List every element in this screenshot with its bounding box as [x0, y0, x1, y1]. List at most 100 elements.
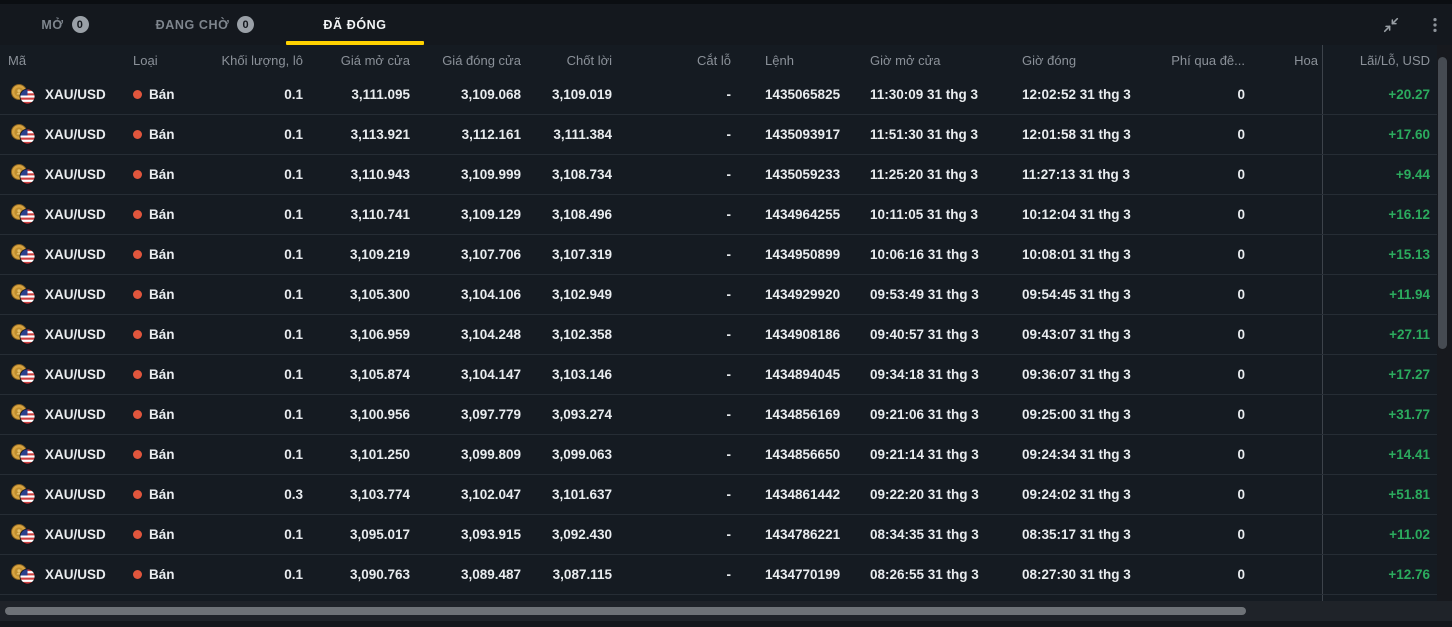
symbol-label: XAU/USD [45, 567, 106, 582]
cell-order: 1434950899 [765, 247, 841, 262]
cell-symbol: XAU/USD [0, 364, 125, 385]
column-header-swap[interactable]: Phí qua đê... [1171, 52, 1245, 68]
table-row[interactable]: XAU/USD Bán 0.1 3,110.943 3,109.999 3,108.734… [0, 155, 1437, 195]
symbol-label: XAU/USD [45, 207, 106, 222]
cell-take_profit: 3,107.319 [551, 247, 612, 262]
xauusd-pair-icon [11, 524, 36, 545]
cell-stop_loss: - [726, 127, 732, 142]
table-row[interactable]: XAU/USD Bán 0.3 3,103.774 3,102.047 3,101.637… [0, 475, 1437, 515]
cell-open_price: 3,105.300 [349, 287, 410, 302]
cell-volume: 0.1 [284, 447, 303, 462]
cell-close_price: 3,097.779 [460, 407, 521, 422]
table-header: Mã Loại Khối lượng, lô Giá mở cửa Giá đóng c… [0, 45, 1437, 75]
cell-volume: 0.1 [284, 567, 303, 582]
tab-pending[interactable]: ĐANG CHỜ 0 [130, 4, 280, 45]
sell-indicator-dot [133, 450, 142, 459]
cell-swap: 0 [1237, 407, 1245, 422]
cell-order: 1435093917 [765, 127, 841, 142]
column-header-stop_loss[interactable]: Cắt lỗ [697, 52, 731, 68]
symbol-label: XAU/USD [45, 327, 106, 342]
active-tab-underline [286, 41, 424, 45]
cell-volume: 0.1 [284, 247, 303, 262]
cell-take_profit: 3,087.115 [552, 567, 612, 582]
column-header-open_price[interactable]: Giá mở cửa [340, 52, 410, 68]
column-header-volume[interactable]: Khối lượng, lô [221, 52, 303, 68]
table-row[interactable]: XAU/USD Bán 0.1 3,101.250 3,099.809 3,099.063… [0, 435, 1437, 475]
table-row[interactable]: XAU/USD Bán 0.1 3,105.300 3,104.106 3,102.949… [0, 275, 1437, 315]
vertical-scrollbar-thumb[interactable] [1438, 57, 1447, 349]
cell-profit: +11.94 [1322, 275, 1437, 314]
column-header-symbol[interactable]: Mã [8, 52, 27, 68]
cell-profit: +11.02 [1322, 515, 1437, 554]
tab-pending-count-badge: 0 [237, 16, 255, 33]
tab-open-count-badge: 0 [71, 16, 89, 33]
cell-stop_loss: - [726, 447, 732, 462]
symbol-label: XAU/USD [45, 287, 106, 302]
xauusd-pair-icon [11, 124, 36, 145]
cell-stop_loss: - [726, 207, 732, 222]
table-row[interactable]: XAU/USD Bán 0.1 3,111.095 3,109.068 3,109.019… [0, 75, 1437, 115]
xauusd-pair-icon [11, 324, 36, 345]
cell-type: Bán [125, 367, 215, 382]
table-row[interactable]: XAU/USD Bán 0.1 3,100.956 3,097.779 3,093.274… [0, 395, 1437, 435]
table-row[interactable]: XAU/USD Bán 0.1 3,109.219 3,107.706 3,107.319… [0, 235, 1437, 275]
tab-open[interactable]: MỞ 0 [0, 4, 130, 45]
table-row[interactable]: XAU/USD Bán 0.1 3,095.017 3,093.915 3,092.430… [0, 515, 1437, 555]
column-header-commission[interactable]: Hoa [1294, 52, 1318, 68]
sell-indicator-dot [133, 170, 142, 179]
horizontal-scrollbar[interactable] [0, 601, 1452, 621]
cell-volume: 0.3 [284, 487, 303, 502]
collapse-panel-icon[interactable] [1381, 15, 1401, 35]
table-body: XAU/USD Bán 0.1 3,111.095 3,109.068 3,109.019… [0, 75, 1437, 595]
cell-volume: 0.1 [284, 327, 303, 342]
kebab-menu-icon[interactable] [1425, 15, 1445, 35]
column-header-open_time[interactable]: Giờ mở cửa [870, 52, 941, 68]
column-header-order[interactable]: Lệnh [765, 52, 794, 68]
cell-close_price: 3,102.047 [460, 487, 521, 502]
xauusd-pair-icon [11, 164, 36, 185]
table-row[interactable]: XAU/USD Bán 0.1 3,106.959 3,104.248 3,102.358… [0, 315, 1437, 355]
column-header-close_price[interactable]: Giá đóng cửa [442, 52, 521, 68]
cell-order: 1434861442 [765, 487, 841, 502]
symbol-label: XAU/USD [45, 447, 106, 462]
sell-indicator-dot [133, 530, 142, 539]
table-row[interactable]: XAU/USD Bán 0.1 3,110.741 3,109.129 3,108.496… [0, 195, 1437, 235]
xauusd-pair-icon [11, 84, 36, 105]
cell-profit: +17.27 [1322, 355, 1437, 394]
tab-closed[interactable]: ĐÃ ĐÓNG [280, 4, 430, 45]
order-type-label: Bán [149, 247, 175, 262]
order-type-label: Bán [149, 527, 175, 542]
cell-open_time: 11:25:20 31 thg 3 [870, 167, 979, 182]
cell-symbol: XAU/USD [0, 444, 125, 465]
cell-order: 1434894045 [765, 367, 841, 382]
column-header-profit[interactable]: Lãi/Lỗ, USD [1322, 45, 1437, 75]
horizontal-scrollbar-thumb[interactable] [5, 607, 1246, 615]
cell-profit: +12.76 [1322, 555, 1437, 594]
column-header-take_profit[interactable]: Chốt lời [566, 52, 612, 68]
tab-pending-label: ĐANG CHỜ [155, 17, 230, 32]
cell-type: Bán [125, 527, 215, 542]
cell-open_price: 3,110.741 [350, 207, 410, 222]
symbol-label: XAU/USD [45, 167, 106, 182]
cell-close_time: 08:35:17 31 thg 3 [1022, 527, 1131, 542]
cell-stop_loss: - [726, 407, 732, 422]
table-row[interactable]: XAU/USD Bán 0.1 3,090.763 3,089.487 3,087.115… [0, 555, 1437, 595]
cell-swap: 0 [1237, 167, 1245, 182]
table-row[interactable]: XAU/USD Bán 0.1 3,113.921 3,112.161 3,111.384… [0, 115, 1437, 155]
cell-close_time: 09:25:00 31 thg 3 [1022, 407, 1131, 422]
order-type-label: Bán [149, 327, 175, 342]
cell-open_price: 3,111.095 [351, 87, 410, 102]
order-type-label: Bán [149, 447, 175, 462]
cell-symbol: XAU/USD [0, 404, 125, 425]
vertical-scrollbar[interactable] [1437, 45, 1452, 601]
column-header-close_time[interactable]: Giờ đóng [1022, 52, 1077, 68]
column-header-type[interactable]: Loại [133, 52, 158, 68]
cell-swap: 0 [1237, 287, 1245, 302]
table-row[interactable]: XAU/USD Bán 0.1 3,105.874 3,104.147 3,103.146… [0, 355, 1437, 395]
cell-close_price: 3,093.915 [460, 527, 521, 542]
order-type-label: Bán [149, 167, 175, 182]
cell-open_time: 10:11:05 31 thg 3 [870, 207, 979, 222]
positions-tab-bar: MỞ 0 ĐANG CHỜ 0 ĐÃ ĐÓNG [0, 4, 1452, 45]
cell-open_time: 11:30:09 31 thg 3 [870, 87, 979, 102]
